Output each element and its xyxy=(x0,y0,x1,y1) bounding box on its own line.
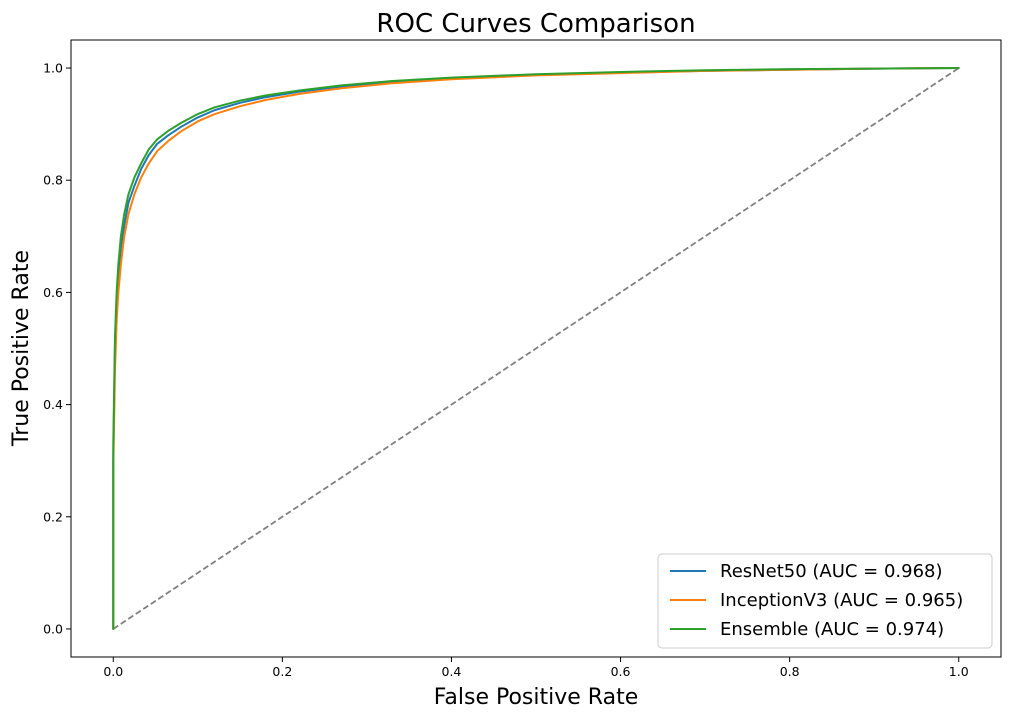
roc-line-ensemble xyxy=(112,67,960,630)
plot-frame xyxy=(70,39,1002,658)
x-tick-label: 0.0 xyxy=(103,664,123,679)
y-tick-label: 0.8 xyxy=(43,173,63,188)
y-tick-label: 0.6 xyxy=(43,285,63,300)
x-tick-label: 0.4 xyxy=(442,664,462,679)
chart-title: ROC Curves Comparison xyxy=(376,9,695,39)
y-tick-label: 0.2 xyxy=(43,509,63,524)
legend-label-resnet50: ResNet50 (AUC = 0.968) xyxy=(720,561,943,582)
legend-box xyxy=(657,553,993,649)
random-classifier-line xyxy=(112,67,960,630)
x-tick-label: 0.8 xyxy=(780,664,800,679)
x-tick-label: 0.6 xyxy=(611,664,631,679)
x-axis-label: False Positive Rate xyxy=(434,685,638,710)
y-tick-label: 0.0 xyxy=(43,621,63,636)
legend: ResNet50 (AUC = 0.968) InceptionV3 (AUC … xyxy=(657,553,993,649)
y-tick-label: 0.4 xyxy=(43,397,63,412)
y-axis-label: True Positive Rate xyxy=(9,250,34,447)
roc-line-inceptionv3 xyxy=(112,67,960,630)
legend-label-inceptionv3: InceptionV3 (AUC = 0.965) xyxy=(720,590,963,611)
x-tick-label: 0.2 xyxy=(272,664,292,679)
legend-label-ensemble: Ensemble (AUC = 0.974) xyxy=(720,619,944,640)
y-tick-label: 1.0 xyxy=(43,61,63,76)
x-tick-label: 1.0 xyxy=(949,664,969,679)
